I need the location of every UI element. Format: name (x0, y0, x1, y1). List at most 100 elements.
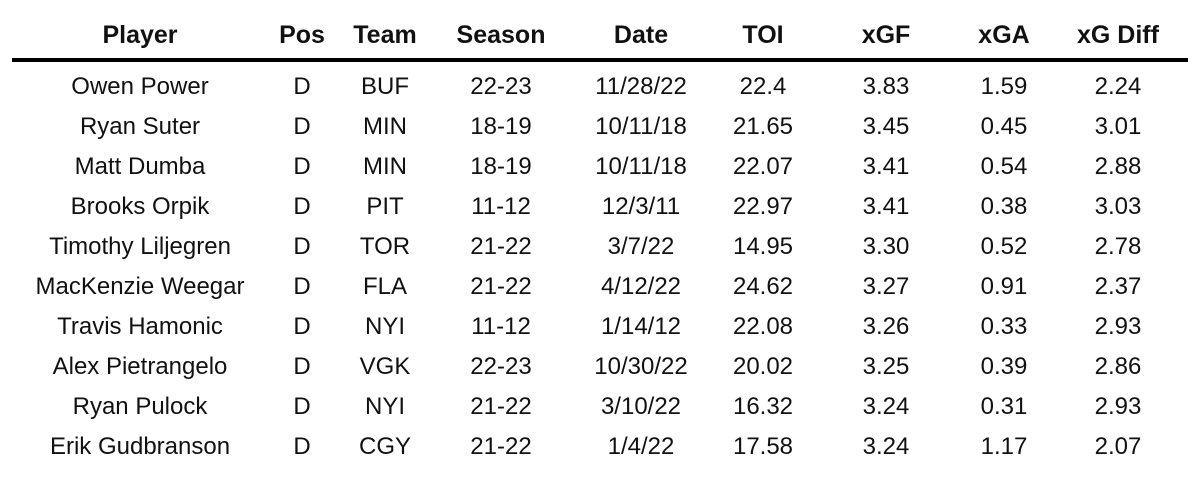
cell-xga: 0.39 (980, 353, 1028, 380)
cell-pos: D (293, 153, 311, 180)
cell-season: 21-22 (470, 433, 532, 460)
stats-table: Player Pos Team Season Date TOI xGF xGA … (12, 0, 1188, 467)
cell-pos: D (293, 273, 311, 300)
cell-xgf: 3.25 (862, 353, 910, 380)
cell-date: 10/30/22 (594, 353, 688, 380)
cell-date: 1/14/12 (600, 313, 682, 340)
column-header-player: Player (12, 0, 268, 62)
cell-xga: 0.52 (980, 233, 1028, 260)
cell-player: Erik Gudbranson (49, 433, 231, 460)
cell-date: 1/4/22 (607, 433, 675, 460)
table-row: Owen Power D BUF 22-23 11/28/22 22.4 3.83 1.59 2… (12, 60, 1188, 107)
cell-player: Ryan Pulock (72, 393, 208, 420)
cell-season: 22-23 (470, 353, 532, 380)
cell-date: 3/10/22 (600, 393, 682, 420)
cell-xgf: 3.24 (862, 433, 910, 460)
cell-xgdiff: 2.88 (1094, 153, 1142, 180)
cell-team: FLA (362, 273, 407, 300)
table-row: Ryan Pulock D NYI 21-22 3/10/22 16.32 3.24 0.31… (12, 387, 1188, 427)
cell-toi: 22.07 (732, 153, 794, 180)
cell-xga: 0.31 (980, 393, 1028, 420)
cell-xga: 1.17 (980, 433, 1028, 460)
cell-toi: 20.02 (732, 353, 794, 380)
cell-team: MIN (363, 113, 407, 140)
cell-team: BUF (361, 73, 409, 100)
column-header-season: Season (434, 0, 568, 62)
table-row: MacKenzie Weegar D FLA 21-22 4/12/22 24.62 3.2… (12, 267, 1188, 307)
cell-player: Timothy Liljegren (49, 233, 231, 260)
table-row: Matt Dumba D MIN 18-19 10/11/18 22.07 3.41 0.54… (12, 147, 1188, 187)
cell-player: Matt Dumba (74, 153, 206, 180)
cell-xgdiff: 2.93 (1094, 313, 1142, 340)
cell-pos: D (293, 193, 311, 220)
cell-date: 11/28/22 (595, 73, 687, 100)
cell-pos: D (293, 113, 311, 140)
table-row: Timothy Liljegren D TOR 21-22 3/7/22 14.95 3.3… (12, 227, 1188, 267)
cell-season: 21-22 (470, 393, 532, 420)
cell-pos: D (293, 233, 311, 260)
cell-player: Brooks Orpik (70, 193, 210, 220)
cell-season: 21-22 (470, 273, 532, 300)
cell-pos: D (293, 433, 311, 460)
column-header-team: Team (336, 0, 434, 62)
cell-xga: 0.45 (980, 113, 1028, 140)
cell-team: PIT (366, 193, 404, 220)
cell-team: NYI (364, 393, 405, 420)
cell-player: Travis Hamonic (57, 313, 223, 340)
table-row: Erik Gudbranson D CGY 21-22 1/4/22 17.58 3.24 1… (12, 427, 1188, 467)
cell-xgf: 3.30 (862, 233, 910, 260)
cell-xgdiff: 2.07 (1094, 433, 1142, 460)
cell-toi: 21.65 (732, 113, 794, 140)
cell-xgf: 3.41 (862, 193, 910, 220)
cell-xga: 0.38 (980, 193, 1028, 220)
cell-xgdiff: 3.03 (1094, 193, 1142, 220)
cell-toi: 22.08 (732, 313, 794, 340)
column-header-toi: TOI (714, 0, 812, 62)
cell-player: Ryan Suter (79, 113, 201, 140)
cell-date: 12/3/11 (601, 193, 681, 220)
cell-xga: 0.54 (980, 153, 1028, 180)
cell-season: 11-12 (471, 313, 531, 340)
cell-toi: 16.32 (732, 393, 794, 420)
cell-season: 11-12 (471, 193, 531, 220)
cell-xgf: 3.83 (862, 73, 910, 100)
column-header-date: Date (568, 0, 714, 62)
cell-date: 3/7/22 (607, 233, 675, 260)
cell-team: TOR (359, 233, 411, 260)
cell-xga: 0.33 (980, 313, 1028, 340)
cell-season: 21-22 (470, 233, 532, 260)
cell-date: 10/11/18 (595, 113, 687, 140)
cell-team: VGK (359, 353, 411, 380)
cell-player: Owen Power (71, 73, 209, 100)
cell-pos: D (293, 73, 311, 100)
column-header-xgdiff: xG Diff (1048, 0, 1188, 62)
cell-xgdiff: 2.86 (1094, 353, 1142, 380)
table-row: Alex Pietrangelo D VGK 22-23 10/30/22 20.02 3.… (12, 347, 1188, 387)
cell-xgdiff: 2.37 (1094, 273, 1142, 300)
cell-team: NYI (364, 313, 405, 340)
cell-season: 22-23 (470, 73, 532, 100)
cell-xgf: 3.27 (862, 273, 910, 300)
cell-toi: 17.58 (732, 433, 794, 460)
table-row: Travis Hamonic D NYI 11-12 1/14/12 22.08 3.26 0… (12, 307, 1188, 347)
cell-player: MacKenzie Weegar (35, 273, 245, 300)
cell-pos: D (293, 353, 311, 380)
cell-season: 18-19 (470, 113, 532, 140)
cell-team: CGY (358, 433, 411, 460)
cell-toi: 22.97 (732, 193, 794, 220)
cell-date: 10/11/18 (595, 153, 687, 180)
cell-toi: 22.4 (739, 73, 787, 100)
cell-xga: 0.91 (980, 273, 1028, 300)
cell-toi: 24.62 (732, 273, 794, 300)
cell-team: MIN (363, 153, 407, 180)
table-row: Ryan Suter D MIN 18-19 10/11/18 21.65 3.45 0.45… (12, 107, 1188, 147)
cell-pos: D (293, 393, 311, 420)
table-row: Brooks Orpik D PIT 11-12 12/3/11 22.97 3.41 0.3… (12, 187, 1188, 227)
cell-xgdiff: 2.24 (1094, 73, 1142, 100)
cell-xgf: 3.45 (862, 113, 910, 140)
cell-player: Alex Pietrangelo (52, 353, 228, 380)
cell-xga: 1.59 (980, 73, 1028, 100)
table-header-row: Player Pos Team Season Date TOI xGF xGA … (12, 0, 1188, 62)
cell-pos: D (293, 313, 311, 340)
cell-date: 4/12/22 (600, 273, 682, 300)
